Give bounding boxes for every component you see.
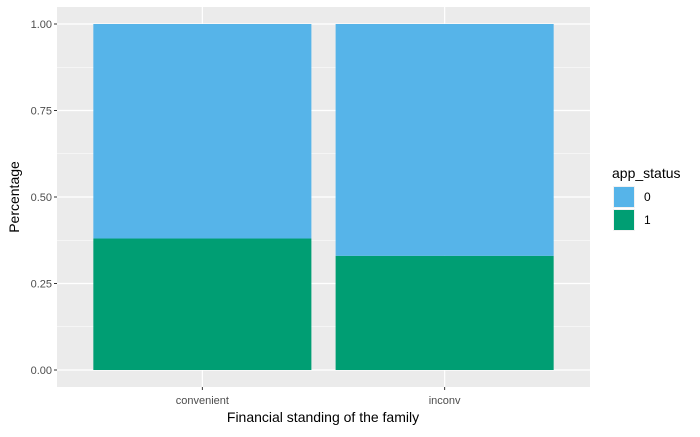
legend-label: 0 bbox=[644, 190, 651, 204]
y-tick-label: 0.00 bbox=[31, 365, 52, 377]
bar-convenient-1 bbox=[93, 238, 312, 370]
legend: app_status 01 bbox=[612, 165, 681, 231]
y-tick-label: 1.00 bbox=[31, 19, 52, 31]
bar-inconv-0 bbox=[335, 24, 554, 256]
y-tick-label: 0.25 bbox=[31, 279, 52, 291]
bars bbox=[93, 24, 554, 370]
y-tick-label: 0.75 bbox=[31, 106, 52, 118]
y-tick-label: 0.50 bbox=[31, 192, 52, 204]
legend-items: 01 bbox=[613, 186, 651, 231]
y-axis-title: Percentage bbox=[6, 161, 22, 233]
legend-label: 1 bbox=[644, 213, 651, 227]
legend-title: app_status bbox=[612, 165, 681, 181]
x-axis: convenient inconv bbox=[176, 387, 461, 407]
x-tick-label: inconv bbox=[429, 395, 461, 407]
x-axis-title: Financial standing of the family bbox=[227, 409, 419, 425]
legend-swatch bbox=[614, 210, 634, 230]
bar-convenient-0 bbox=[93, 24, 312, 239]
bar-inconv-1 bbox=[335, 255, 554, 370]
legend-swatch bbox=[614, 187, 634, 207]
y-axis: 0.00 0.25 0.50 0.75 1.00 bbox=[31, 19, 57, 377]
x-tick-label: convenient bbox=[176, 395, 229, 407]
